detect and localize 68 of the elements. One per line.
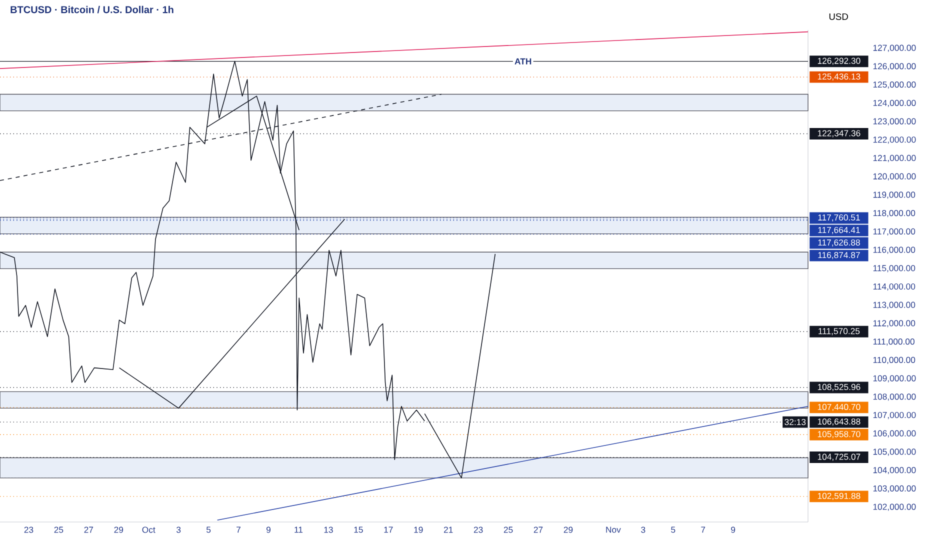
ref-line-label: 111,570.25 bbox=[818, 328, 860, 336]
y-tick-label: 119,000.00 bbox=[873, 192, 916, 199]
y-axis-title: USD bbox=[829, 13, 848, 20]
x-tick-label: 21 bbox=[444, 526, 453, 533]
x-tick-label: 7 bbox=[701, 526, 706, 533]
x-tick-label: 5 bbox=[671, 526, 676, 533]
y-tick-label: 110,000.00 bbox=[873, 356, 916, 364]
y-tick-label: 107,000.00 bbox=[873, 412, 916, 420]
x-tick-label: 23 bbox=[24, 526, 34, 533]
y-tick-label: 125,000.00 bbox=[873, 82, 916, 89]
x-tick-label: 3 bbox=[641, 526, 646, 533]
ref-line-label: 106,643.88 bbox=[818, 418, 860, 426]
annotation: 32:13 bbox=[784, 419, 806, 426]
y-tick-label: 109,000.00 bbox=[873, 375, 916, 382]
x-tick-label: 13 bbox=[324, 526, 333, 533]
y-tick-label: 108,000.00 bbox=[873, 394, 916, 401]
ref-line-label: 116,874.87 bbox=[818, 252, 860, 260]
x-tick-label: 15 bbox=[354, 526, 363, 533]
x-tick-label: 17 bbox=[384, 526, 393, 533]
y-tick-label: 120,000.00 bbox=[873, 173, 916, 180]
y-tick-label: 102,000.00 bbox=[873, 504, 916, 511]
ref-line-label: 105,958.70 bbox=[818, 431, 860, 438]
ref-line-label: 117,664.41 bbox=[818, 226, 860, 234]
x-tick-label: Nov bbox=[606, 526, 621, 533]
ref-line-label: 102,591.88 bbox=[818, 492, 860, 500]
ref-line-label: 122,347.36 bbox=[818, 130, 860, 138]
x-tick-label: 29 bbox=[564, 526, 573, 533]
ref-line-label: 125,436.13 bbox=[818, 73, 860, 81]
x-tick-label: 27 bbox=[84, 526, 94, 533]
ref-line-label: 117,626.88 bbox=[818, 239, 860, 247]
x-tick-label: 9 bbox=[731, 526, 736, 533]
ref-line-label: 104,725.07 bbox=[818, 454, 860, 461]
y-tick-label: 106,000.00 bbox=[873, 430, 916, 438]
x-tick-label: 9 bbox=[266, 526, 271, 533]
y-tick-label: 127,000.00 bbox=[873, 44, 916, 52]
x-tick-label: 3 bbox=[176, 526, 181, 533]
x-tick-label: Oct bbox=[142, 526, 156, 533]
annotation: ATH bbox=[514, 58, 532, 64]
y-tick-label: 116,000.00 bbox=[873, 246, 916, 254]
y-tick-label: 117,000.00 bbox=[873, 228, 916, 236]
x-tick-label: 29 bbox=[114, 526, 124, 533]
x-tick-label: 23 bbox=[474, 526, 483, 533]
y-tick-label: 123,000.00 bbox=[873, 118, 916, 126]
y-tick-label: 112,000.00 bbox=[873, 320, 916, 328]
ref-line-label: 126,292.30 bbox=[818, 58, 860, 65]
y-tick-label: 115,000.00 bbox=[873, 265, 916, 272]
ref-line-label: 107,440.70 bbox=[818, 404, 860, 412]
y-tick-label: 114,000.00 bbox=[873, 283, 916, 291]
y-tick-label: 111,000.00 bbox=[873, 338, 914, 346]
y-tick-label: 122,000.00 bbox=[873, 136, 916, 144]
y-tick-label: 124,000.00 bbox=[873, 100, 916, 108]
x-tick-label: 25 bbox=[54, 526, 64, 533]
ref-line-label: 117,760.51 bbox=[818, 214, 860, 222]
x-tick-label: 11 bbox=[294, 526, 303, 533]
x-tick-label: 7 bbox=[236, 526, 240, 533]
y-tick-label: 121,000.00 bbox=[873, 154, 916, 162]
y-tick-label: 103,000.00 bbox=[873, 485, 916, 493]
x-tick-label: 19 bbox=[414, 526, 423, 533]
x-tick-label: 5 bbox=[206, 526, 211, 533]
y-tick-label: 126,000.00 bbox=[873, 63, 916, 70]
chart-title: BTCUSD · Bitcoin / U.S. Dollar · 1h bbox=[10, 6, 174, 14]
x-tick-label: 25 bbox=[504, 526, 513, 533]
y-tick-label: 113,000.00 bbox=[873, 302, 916, 309]
y-tick-label: 104,000.00 bbox=[873, 467, 916, 474]
y-tick-label: 118,000.00 bbox=[873, 210, 916, 218]
y-tick-label: 105,000.00 bbox=[873, 448, 916, 456]
x-tick-label: 27 bbox=[534, 526, 543, 533]
ref-line-label: 108,525.96 bbox=[818, 384, 860, 392]
